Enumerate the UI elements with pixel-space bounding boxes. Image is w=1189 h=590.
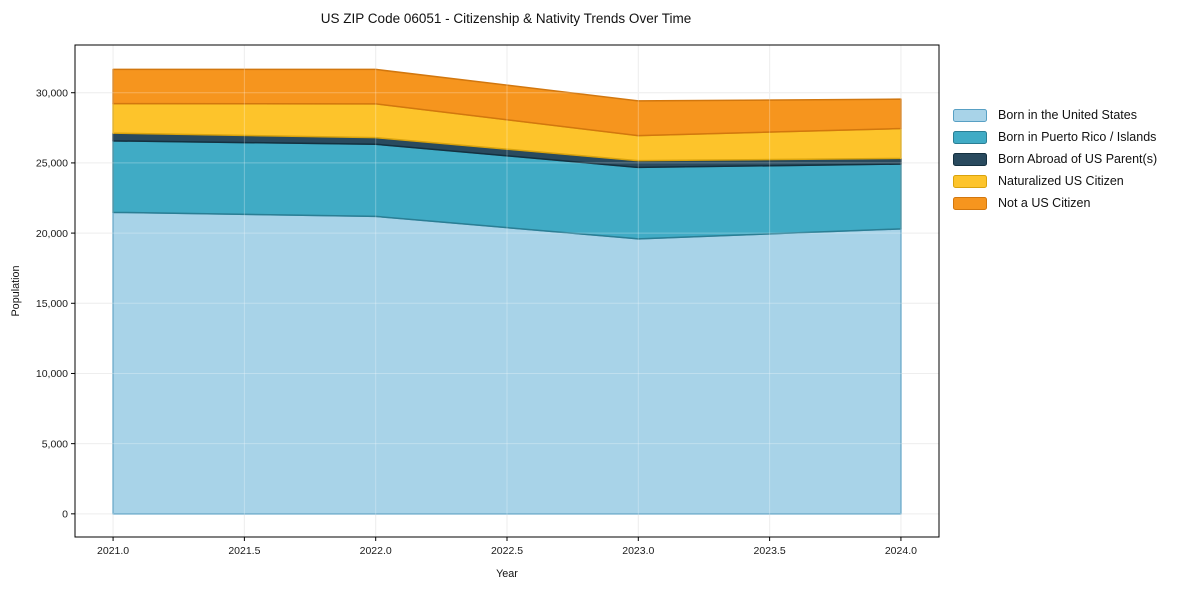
y-tick-label: 0 [62, 509, 68, 521]
legend-swatch [953, 174, 987, 188]
legend-swatch [953, 152, 987, 166]
legend-label: Born in Puerto Rico / Islands [998, 129, 1157, 144]
x-axis-label: Year [496, 568, 518, 580]
y-tick-label: 10,000 [36, 368, 68, 380]
x-tick-label: 2022.0 [360, 545, 392, 557]
y-tick-label: 30,000 [36, 87, 68, 99]
chart-title: US ZIP Code 06051 - Citizenship & Nativi… [321, 11, 691, 26]
y-tick-label: 20,000 [36, 228, 68, 240]
x-tick-label: 2023.0 [622, 545, 654, 557]
y-tick-label: 15,000 [36, 298, 68, 310]
y-axis-label: Population [10, 265, 22, 316]
x-tick-label: 2021.0 [97, 545, 129, 557]
legend-swatch [953, 108, 987, 122]
legend-swatch [953, 130, 987, 144]
x-tick-label: 2024.0 [885, 545, 917, 557]
x-tick-label: 2022.5 [491, 545, 523, 557]
plot-area: 2021.0 2021.5 2022.0 2022.5 2023.0 2023.5 2024… [36, 44, 940, 557]
legend-label: Not a US Citizen [998, 195, 1091, 210]
x-tick-label: 2021.5 [228, 545, 260, 557]
legend-item: Born in the United States [953, 104, 1157, 126]
legend-label: Naturalized US Citizen [998, 173, 1124, 188]
legend-item: Born in Puerto Rico / Islands [953, 126, 1157, 148]
legend-item: Naturalized US Citizen [953, 170, 1157, 192]
legend-swatch [953, 196, 987, 210]
legend-label: Born in the United States [998, 107, 1137, 122]
y-tick-label: 25,000 [36, 158, 68, 170]
legend-label: Born Abroad of US Parent(s) [998, 151, 1158, 166]
legend-item: Not a US Citizen [953, 192, 1157, 214]
legend-item: Born Abroad of US Parent(s) [953, 148, 1157, 170]
y-tick-label: 5,000 [42, 438, 68, 450]
area-not-a-us-citizen [112, 68, 902, 137]
legend: Born in the United States Born in Puerto… [953, 104, 1157, 214]
x-tick-label: 2023.5 [754, 545, 786, 557]
